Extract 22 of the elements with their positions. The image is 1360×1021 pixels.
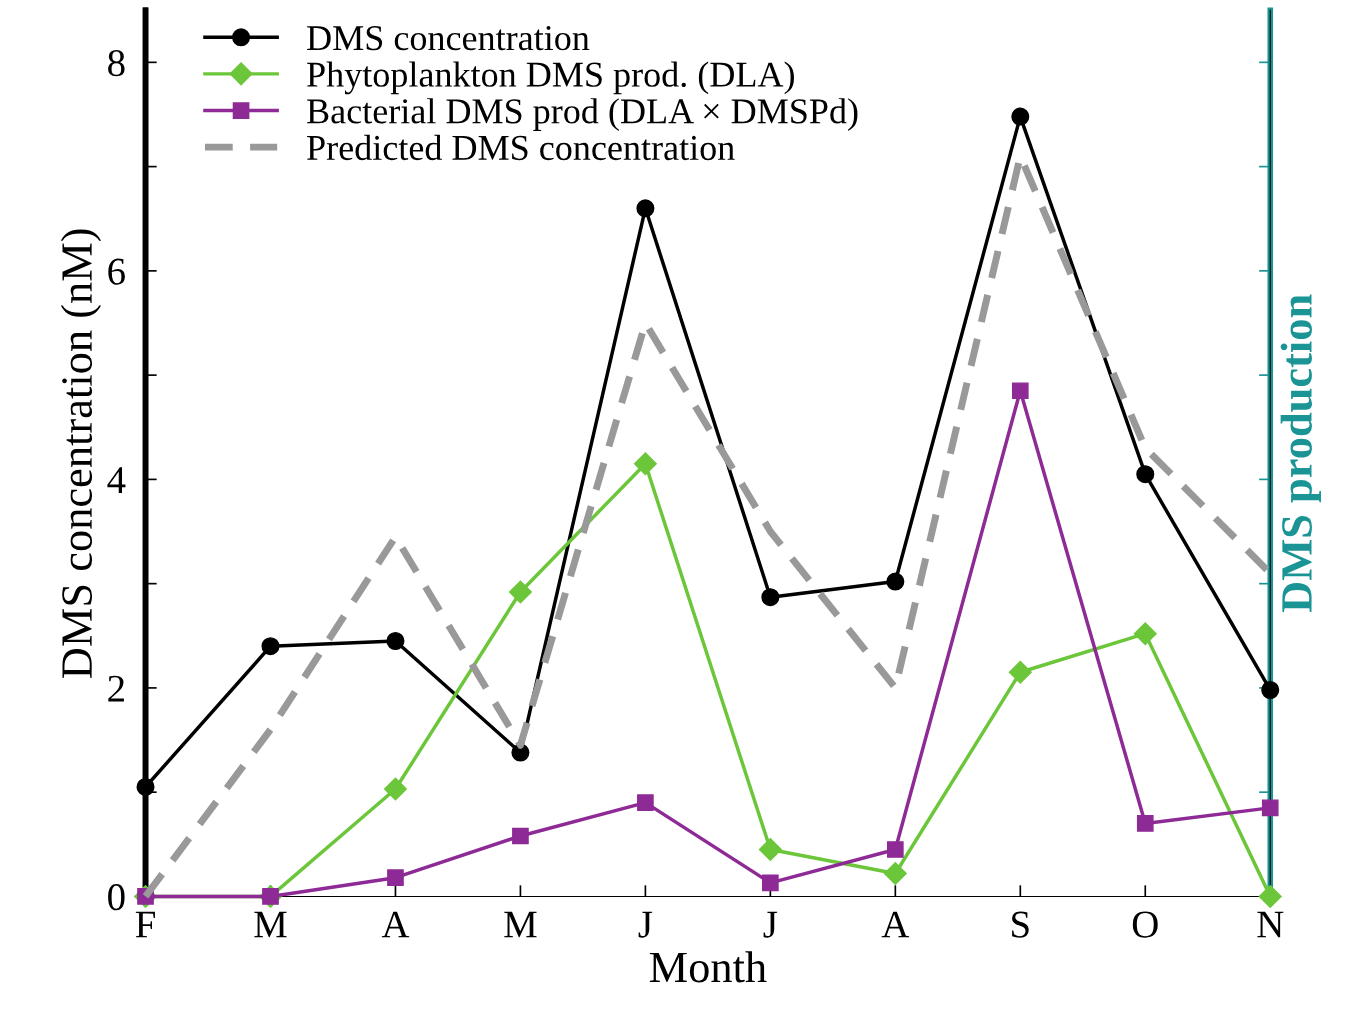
y-tick-label: 6 bbox=[108, 258, 125, 285]
legend-label: DMS concentration bbox=[307, 26, 590, 51]
x-tick-label: O bbox=[1132, 911, 1158, 938]
x-tick-label: F bbox=[135, 911, 155, 938]
x-tick-label: M bbox=[254, 911, 287, 938]
x-tick-label: A bbox=[381, 911, 410, 938]
y2-axis-title: DMS production bbox=[1280, 294, 1321, 613]
legend-label: Phytoplankton DMS prod. (DLA) bbox=[307, 61, 794, 95]
x-tick-label: M bbox=[504, 911, 537, 938]
x-tick-label: J bbox=[763, 911, 778, 938]
y-tick-label: 8 bbox=[108, 49, 125, 77]
x-tick-label: A bbox=[881, 911, 910, 938]
y-tick-label: 0 bbox=[108, 884, 125, 911]
x-tick-label: N bbox=[1257, 911, 1284, 938]
x-tick-label: J bbox=[638, 911, 653, 938]
y-axis-title: DMS concentration (nM) bbox=[60, 229, 102, 678]
y-tick-label: 4 bbox=[107, 467, 126, 493]
x-axis-title: Month bbox=[649, 951, 767, 983]
legend-label: Predicted DMS concentration bbox=[307, 134, 735, 161]
x-tick-label: S bbox=[1012, 911, 1029, 938]
y-tick-label: 2 bbox=[108, 675, 124, 702]
legend-label: Bacterial DMS prod (DLA × DMSPd) bbox=[307, 98, 858, 131]
